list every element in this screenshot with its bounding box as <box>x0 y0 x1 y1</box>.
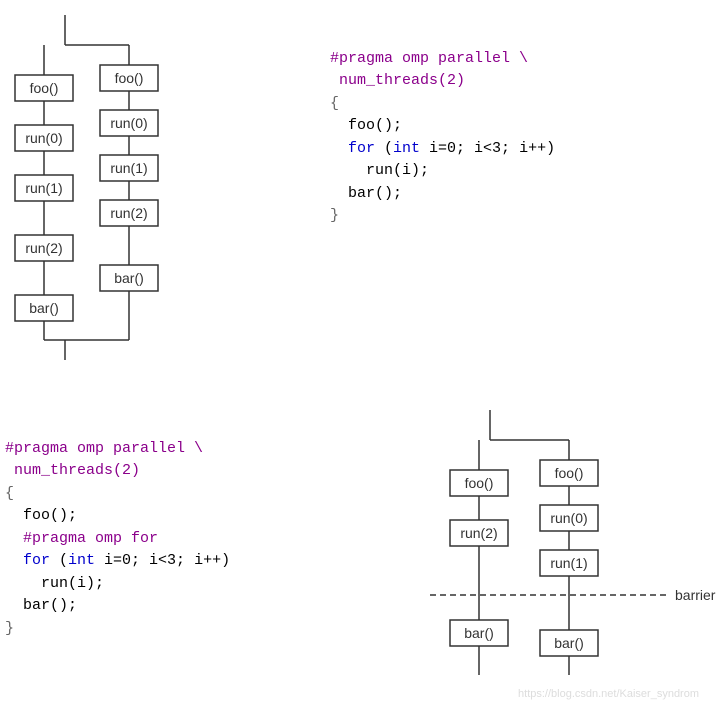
svg-text:bar(): bar() <box>29 300 59 316</box>
diagram-bottom-right: barrier foo() run(2) bar() foo() run(0) … <box>420 400 719 690</box>
d2-left-foo: foo() <box>450 470 508 496</box>
d1-left-run1: run(1) <box>15 175 73 201</box>
d2-right-run0: run(0) <box>540 505 598 531</box>
d1-left-foo: foo() <box>15 75 73 101</box>
svg-text:foo(): foo() <box>465 475 494 491</box>
code-top-right: #pragma omp parallel \ num_threads(2) { … <box>330 25 555 228</box>
svg-text:run(0): run(0) <box>550 510 587 526</box>
svg-text:foo(): foo() <box>115 70 144 86</box>
svg-text:run(2): run(2) <box>25 240 62 256</box>
d1-right-run1: run(1) <box>100 155 158 181</box>
watermark: https://blog.csdn.net/Kaiser_syndrom <box>518 688 699 700</box>
svg-text:bar(): bar() <box>464 625 494 641</box>
d1-left-run0: run(0) <box>15 125 73 151</box>
svg-text:run(0): run(0) <box>110 115 147 131</box>
svg-text:bar(): bar() <box>554 635 584 651</box>
code-bottom-left: #pragma omp parallel \ num_threads(2) { … <box>5 415 230 640</box>
d1-right-foo: foo() <box>100 65 158 91</box>
svg-text:run(0): run(0) <box>25 130 62 146</box>
d2-right-foo: foo() <box>540 460 598 486</box>
svg-text:run(1): run(1) <box>550 555 587 571</box>
svg-text:run(2): run(2) <box>110 205 147 221</box>
svg-text:run(2): run(2) <box>460 525 497 541</box>
d2-left-bar: bar() <box>450 620 508 646</box>
d1-right-bar: bar() <box>100 265 158 291</box>
svg-text:run(1): run(1) <box>25 180 62 196</box>
d2-left-run2: run(2) <box>450 520 508 546</box>
d1-left-bar: bar() <box>15 295 73 321</box>
svg-text:foo(): foo() <box>30 80 59 96</box>
d1-right-run2: run(2) <box>100 200 158 226</box>
d2-right-bar: bar() <box>540 630 598 656</box>
d1-left-run2: run(2) <box>15 235 73 261</box>
d1-right-run0: run(0) <box>100 110 158 136</box>
diagram-top-left: foo() run(0) run(1) run(2) bar() foo() r… <box>5 5 255 365</box>
svg-text:run(1): run(1) <box>110 160 147 176</box>
svg-text:barrier: barrier <box>675 587 716 603</box>
d2-right-run1: run(1) <box>540 550 598 576</box>
svg-text:foo(): foo() <box>555 465 584 481</box>
svg-text:bar(): bar() <box>114 270 144 286</box>
